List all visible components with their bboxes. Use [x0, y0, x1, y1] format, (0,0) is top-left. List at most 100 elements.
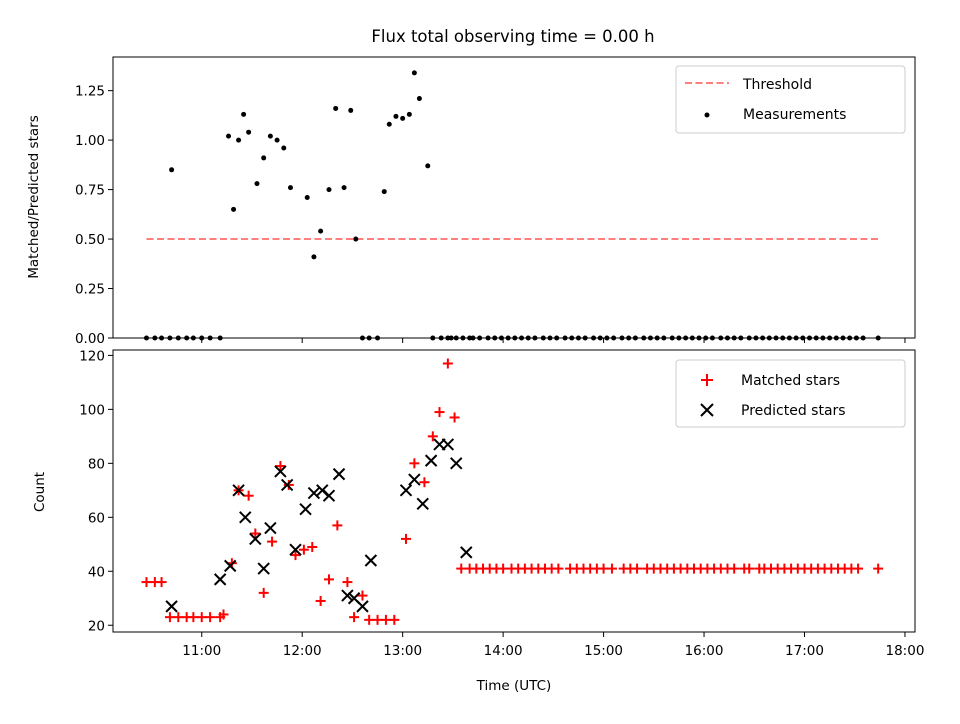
top-axes-frame	[112, 56, 916, 339]
matched-star-point	[205, 612, 216, 623]
measurement-point	[281, 145, 287, 151]
legend-measurements-swatch	[704, 112, 710, 118]
legend-predicted-label: Predicted stars	[741, 403, 846, 419]
matched-star-point	[744, 563, 755, 574]
predicted-star-point	[460, 546, 473, 559]
bottom-y-tick-label: 20	[88, 618, 105, 634]
bottom-y-tick-label: 40	[88, 564, 105, 580]
measurement-point	[416, 96, 422, 102]
chart-title: Flux total observing time = 0.00 h	[371, 27, 654, 46]
matched-star-point	[553, 563, 564, 574]
matched-star-point	[275, 461, 286, 472]
bottom-x-tick-label: 18:00	[886, 643, 925, 659]
top-panel: 0.00 0.25 0.50 0.75 1.00 1.25 Matched/Predict…	[26, 56, 916, 347]
matched-star-point	[141, 577, 152, 588]
predicted-star-point	[356, 600, 369, 613]
matched-star-point	[729, 563, 740, 574]
matched-star-point	[156, 577, 167, 588]
measurement-point	[169, 167, 175, 173]
matched-star-point	[218, 609, 229, 620]
measurement-point	[406, 111, 412, 117]
measurement-point	[318, 228, 324, 234]
matched-star-point	[427, 431, 438, 442]
predicted-star-point	[332, 467, 346, 481]
matched-star-point	[258, 587, 269, 598]
legend-measurements-label: Measurements	[743, 107, 846, 123]
measurement-point	[348, 107, 354, 113]
measurement-point	[425, 163, 431, 169]
matched-star-point	[196, 612, 207, 623]
bottom-x-tick-label: 12:00	[283, 643, 322, 659]
matched-star-point	[434, 407, 445, 418]
measurement-point	[393, 113, 399, 119]
measurement-point	[311, 254, 317, 260]
matched-star-point	[873, 563, 884, 574]
predicted-star-point	[213, 573, 227, 586]
predicted-star-point	[223, 559, 237, 573]
matched-star-point	[307, 541, 318, 552]
legend-matched-label: Matched stars	[741, 373, 840, 389]
matched-star-point	[632, 563, 643, 574]
predicted-star-point	[364, 554, 378, 567]
measurement-point	[333, 105, 339, 111]
measurement-point	[326, 187, 332, 193]
matched-star-point	[250, 528, 261, 539]
matched-star-point	[298, 544, 309, 555]
measurement-point	[246, 129, 252, 135]
legend-predicted-swatch	[700, 403, 714, 417]
predicted-star-point	[299, 503, 312, 516]
measurement-point	[341, 185, 347, 191]
predicted-star-point	[274, 465, 287, 478]
matched-star-point	[364, 614, 375, 625]
measurement-point	[226, 133, 232, 139]
bottom-x-axis-label: Time (UTC)	[476, 678, 552, 694]
matched-star-point	[323, 574, 334, 585]
top-y-tick-label: 0.75	[75, 183, 105, 199]
measurement-point	[400, 115, 406, 121]
matched-star-point	[372, 614, 383, 625]
matched-star-point	[449, 412, 460, 423]
matched-star-point	[389, 614, 400, 625]
legend-matched-swatch	[701, 374, 713, 386]
predicted-star-point	[249, 532, 262, 546]
bottom-x-tick-label: 13:00	[383, 643, 422, 659]
predicted-star-point	[264, 521, 277, 535]
measurement-point	[231, 206, 237, 212]
top-y-tick-label: 1.25	[75, 84, 105, 100]
bottom-axes-frame	[112, 349, 916, 633]
bottom-y-axis-label: Count	[32, 472, 48, 512]
bottom-panel: 11:00 12:00 13:00 14:00 15:00 16:00 17:00 18:00…	[32, 348, 924, 694]
predicted-star-point	[450, 457, 463, 470]
bottom-x-tick-label: 15:00	[584, 643, 623, 659]
matched-star-point	[283, 479, 294, 490]
matched-star-point	[380, 614, 391, 625]
measurement-point	[241, 111, 247, 117]
matched-star-point	[401, 533, 412, 544]
bottom-x-tick-label: 14:00	[484, 643, 523, 659]
matched-star-point	[342, 577, 353, 588]
measurement-point	[287, 185, 293, 191]
predicted-star-point	[239, 511, 252, 524]
matched-star-point	[442, 358, 453, 369]
predicted-star-point	[416, 497, 429, 511]
matched-star-point	[606, 563, 617, 574]
predicted-star-point	[307, 486, 321, 500]
measurement-point	[386, 121, 392, 127]
predicted-star-point	[322, 489, 336, 502]
matched-star-point	[853, 563, 864, 574]
matched-star-point	[419, 477, 430, 488]
bottom-x-tick-label: 11:00	[182, 643, 221, 659]
matched-star-point	[456, 563, 467, 574]
bottom-y-tick-label: 120	[79, 348, 105, 364]
bottom-x-tick-label: 16:00	[685, 643, 724, 659]
bottom-legend: Matched stars Predicted stars	[675, 359, 906, 428]
measurement-point	[254, 181, 260, 187]
matched-star-point	[188, 612, 199, 623]
matched-star-point	[290, 550, 301, 561]
predicted-star-point	[257, 562, 270, 575]
top-y-tick-label: 1.00	[75, 133, 105, 149]
measurement-point	[274, 137, 280, 143]
measurement-point	[261, 155, 267, 161]
bottom-y-tick-label: 80	[88, 456, 105, 472]
